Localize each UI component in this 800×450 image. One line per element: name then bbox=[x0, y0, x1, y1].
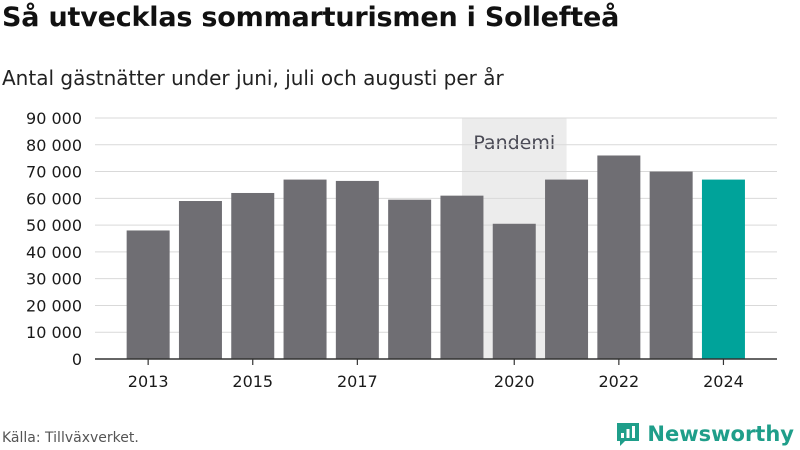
y-tick-label: 30 000 bbox=[26, 270, 82, 289]
y-tick-label: 20 000 bbox=[26, 296, 82, 315]
bar-2023 bbox=[649, 171, 693, 359]
newsworthy-logo-icon bbox=[617, 423, 640, 446]
bar-2015 bbox=[231, 192, 275, 359]
chart-subtitle: Antal gästnätter under juni, juli och au… bbox=[2, 66, 504, 90]
bar-2022 bbox=[597, 155, 641, 359]
y-tick-label: 90 000 bbox=[26, 109, 82, 128]
pandemic-label: Pandemi bbox=[473, 132, 555, 154]
y-tick-label: 40 000 bbox=[26, 243, 82, 262]
chart-title: Så utvecklas sommarturismen i Sollefteå bbox=[2, 2, 620, 33]
y-tick-label: 0 bbox=[72, 350, 82, 369]
x-tick-label: 2022 bbox=[598, 372, 639, 391]
bar-2024 bbox=[701, 179, 745, 359]
bar-2021 bbox=[545, 179, 589, 359]
y-tick-label: 70 000 bbox=[26, 163, 82, 182]
bar-2013 bbox=[126, 230, 170, 359]
x-tick-label: 2020 bbox=[494, 372, 535, 391]
bar-2017 bbox=[335, 180, 379, 359]
x-tick-label: 2024 bbox=[703, 372, 744, 391]
brand-name: Newsworthy bbox=[647, 422, 794, 446]
bar-2016 bbox=[283, 179, 327, 359]
source-note: Källa: Tillväxverket. bbox=[2, 430, 139, 446]
bar-2014 bbox=[178, 201, 222, 359]
x-tick-label: 2015 bbox=[232, 372, 273, 391]
bar-2018 bbox=[388, 199, 432, 359]
bar-2019 bbox=[440, 195, 484, 359]
y-tick-label: 60 000 bbox=[26, 189, 82, 208]
y-tick-label: 10 000 bbox=[26, 323, 82, 342]
bar-chart: Pandemi 0 10 000 20 000 30 000 40 000 50 000 60… bbox=[26, 109, 777, 391]
y-tick-label: 50 000 bbox=[26, 216, 82, 235]
bar-2020 bbox=[492, 223, 536, 359]
y-tick-label: 80 000 bbox=[26, 136, 82, 155]
x-tick-label: 2017 bbox=[337, 372, 378, 391]
brand-logo[interactable]: Newsworthy bbox=[615, 419, 794, 449]
x-tick-label: 2013 bbox=[128, 372, 169, 391]
